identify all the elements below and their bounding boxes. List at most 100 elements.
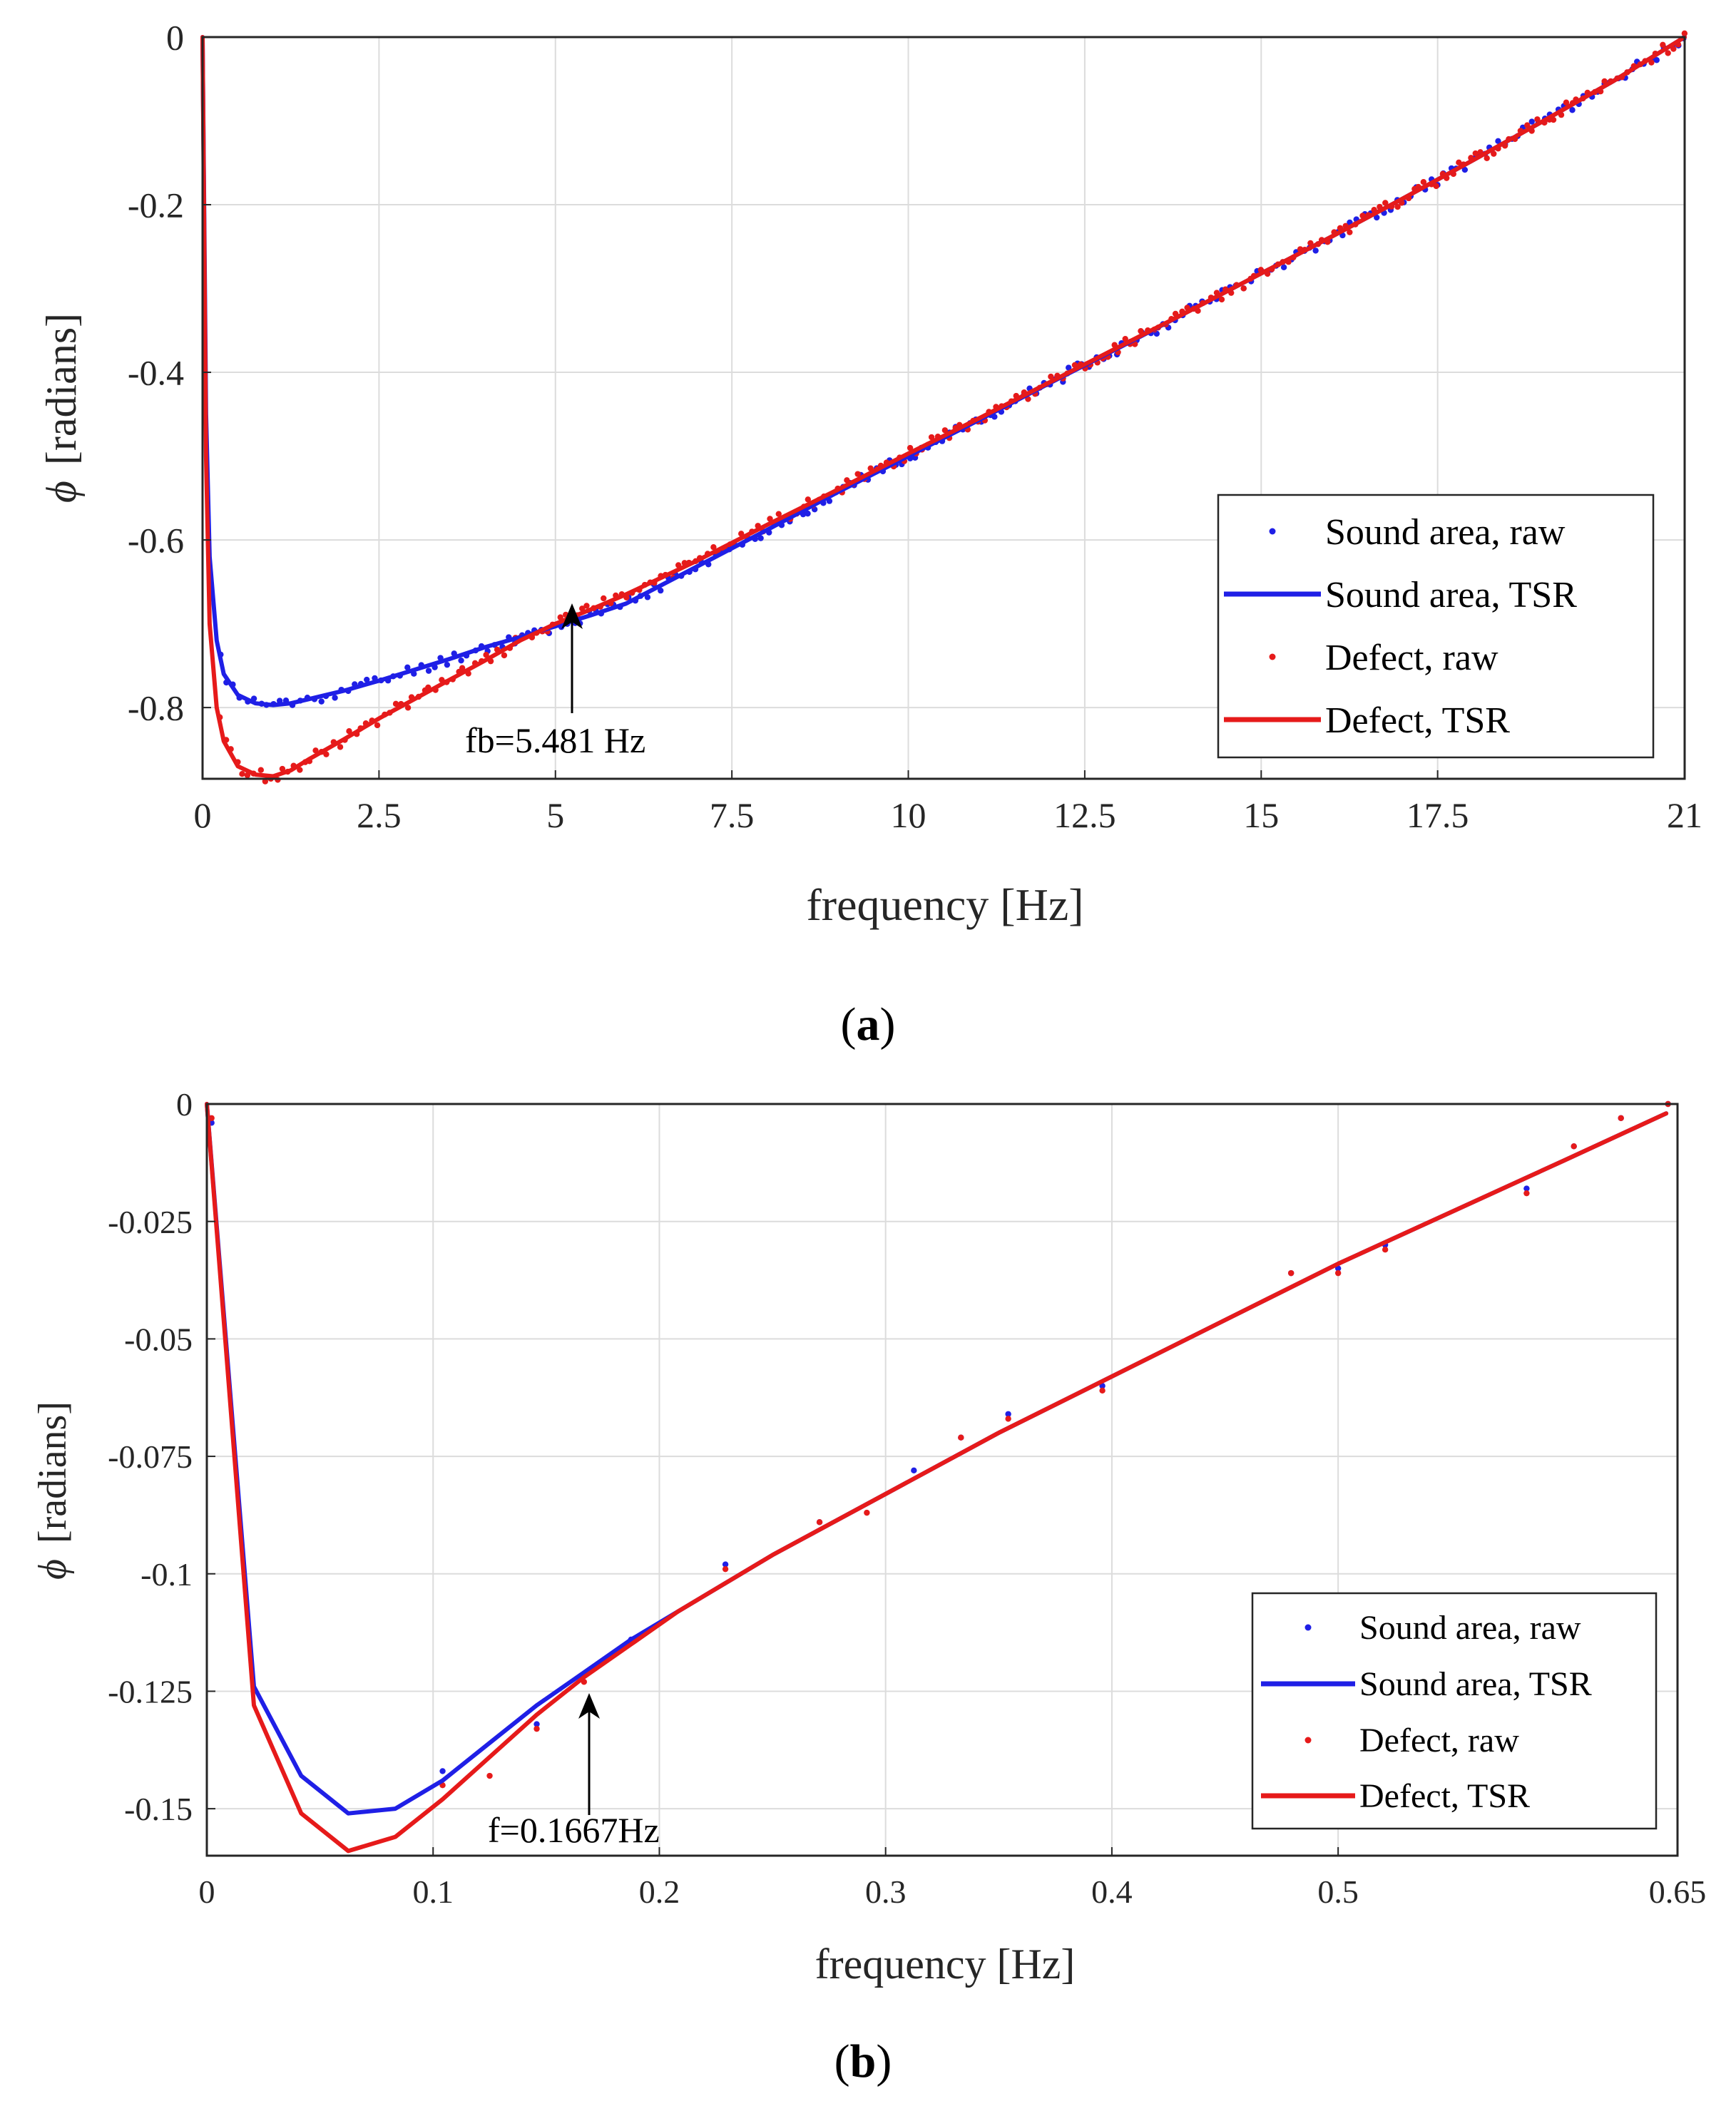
data-point-defect-raw	[483, 652, 489, 658]
data-point-defect-raw	[374, 722, 381, 729]
data-point-defect-raw	[323, 751, 330, 757]
x-tick-label: 0.1	[412, 1874, 454, 1910]
data-point-defect-raw	[1138, 327, 1144, 334]
data-point-defect-raw	[864, 1509, 870, 1516]
data-point-defect-raw	[1099, 1387, 1106, 1394]
y-axis-label: ϕ [radians]	[38, 313, 85, 503]
x-tick-label: 0.2	[639, 1874, 680, 1910]
data-point-defect-raw	[1665, 50, 1671, 56]
data-point-sound-area-raw	[991, 414, 998, 420]
data-point-sound-area-raw	[458, 657, 464, 664]
data-point-sound-area-raw	[1569, 107, 1576, 113]
data-point-defect-raw	[346, 728, 352, 735]
data-point-defect-raw	[941, 427, 949, 434]
data-point-sound-area-raw	[425, 668, 432, 674]
plot-frame	[201, 36, 1686, 780]
legend-marker-defect-raw	[1304, 1737, 1312, 1744]
legend: Sound area, raw Sound area, TSR Defect, …	[1251, 1592, 1658, 1830]
data-point-defect-raw	[279, 765, 286, 772]
data-point-defect-raw	[805, 496, 812, 503]
annotation: fb=5.481 Hz	[465, 603, 645, 760]
data-point-defect-raw	[844, 477, 850, 484]
data-point-defect-raw	[583, 603, 590, 609]
data-point-defect-raw	[1025, 396, 1031, 402]
y-tick-label: -0.2	[128, 185, 184, 225]
x-tick-label: 12.5	[1053, 795, 1116, 835]
data-point-defect-raw	[312, 747, 319, 754]
x-axis-label: frequency [Hz]	[806, 879, 1083, 930]
data-point-defect-raw	[1681, 30, 1688, 37]
data-point-defect-raw	[1048, 373, 1054, 380]
data-point-defect-raw	[239, 771, 245, 777]
plot-data	[205, 1100, 1671, 1854]
data-point-defect-raw	[1420, 179, 1427, 185]
x-tick-label: 10	[891, 795, 926, 835]
data-point-sound-area-raw	[1099, 1383, 1106, 1389]
legend-marker-defect-raw	[1269, 653, 1276, 660]
data-point-defect-raw	[404, 705, 412, 711]
y-axis-label-text: ϕ [radians]	[38, 313, 85, 503]
data-point-defect-raw	[1218, 296, 1225, 303]
data-point-sound-area-raw	[1461, 166, 1469, 173]
y-tick-label: -0.15	[124, 1791, 193, 1827]
legend-label-sound-raw: Sound area, raw	[1359, 1609, 1581, 1647]
panel-letter-b: b	[850, 2035, 877, 2087]
data-point-defect-raw	[1433, 183, 1439, 190]
y-axis-symbol: ϕ	[38, 481, 85, 503]
annotation: f=0.1667Hz	[488, 1693, 660, 1850]
data-point-defect-raw	[1382, 200, 1389, 206]
data-point-sound-area-raw	[911, 1467, 917, 1474]
data-point-defect-raw	[1534, 116, 1541, 123]
legend-marker-sound-raw	[1269, 528, 1276, 535]
data-point-defect-raw	[1122, 335, 1128, 342]
panel-letter-a: a	[857, 998, 880, 1051]
data-point-defect-raw	[533, 1725, 540, 1732]
y-axis-label-text: ϕ [radians]	[31, 1401, 75, 1580]
series-line-defect-tsr	[205, 1102, 1669, 1854]
x-tick-label: 17.5	[1406, 795, 1469, 835]
data-point-sound-area-raw	[404, 664, 411, 671]
data-point-defect-raw	[854, 471, 861, 477]
chart-panel-b: 0 0.1 0.2 0.3 0.4 0.5 0.65 0 -0.025 -0.05 -0.075 -0…	[31, 1086, 1706, 2087]
x-tick-label: 0	[194, 795, 212, 835]
data-point-sound-area-raw	[1066, 364, 1072, 371]
x-tick-label: 0.4	[1091, 1874, 1133, 1910]
data-point-defect-raw	[392, 700, 399, 707]
data-point-sound-area-raw	[364, 676, 370, 683]
data-point-sound-area-raw	[533, 1721, 540, 1727]
x-tick-label: 15	[1243, 795, 1279, 835]
data-point-defect-raw	[907, 444, 914, 451]
data-point-defect-raw	[1287, 1269, 1295, 1277]
data-point-sound-area-raw	[1334, 1265, 1342, 1272]
x-tick-label: 7.5	[710, 795, 755, 835]
data-point-sound-area-raw	[805, 510, 811, 517]
data-point-defect-raw	[1240, 285, 1247, 292]
legend-label-sound-raw: Sound area, raw	[1325, 512, 1566, 553]
data-point-sound-area-raw	[439, 1768, 446, 1774]
data-point-defect-raw	[486, 1772, 493, 1779]
data-point-sound-area-raw	[644, 594, 651, 600]
data-point-defect-raw	[710, 544, 717, 551]
y-axis-unit: [radians]	[38, 313, 85, 465]
data-point-defect-raw	[1571, 1143, 1577, 1150]
data-point-sound-area-raw	[1312, 247, 1319, 254]
x-tick-label: 0	[199, 1874, 215, 1910]
y-tick-label: -0.6	[128, 521, 184, 561]
data-point-sound-area-raw	[1528, 118, 1535, 125]
data-point-defect-raw	[1563, 99, 1570, 106]
legend: Sound area, raw Sound area, TSR Defect, …	[1217, 494, 1655, 759]
data-point-defect-raw	[337, 744, 344, 750]
data-point-sound-area-raw	[332, 695, 338, 701]
y-tick-label: -0.05	[124, 1321, 193, 1357]
data-point-sound-area-raw	[444, 661, 451, 668]
panel-caption-b: (b)	[834, 2035, 892, 2087]
axis-ticks: 0 0.1 0.2 0.3 0.4 0.5 0.65 0 -0.025 -0.05 -0.075 -0…	[108, 1086, 1706, 1910]
y-tick-label: -0.125	[108, 1674, 193, 1710]
data-point-defect-raw	[459, 665, 466, 671]
legend-label-defect-tsr: Defect, TSR	[1359, 1777, 1530, 1815]
data-point-defect-raw	[297, 767, 303, 773]
data-point-sound-area-raw	[1374, 214, 1380, 221]
data-point-defect-raw	[1484, 155, 1490, 162]
data-point-defect-raw	[816, 1519, 823, 1525]
